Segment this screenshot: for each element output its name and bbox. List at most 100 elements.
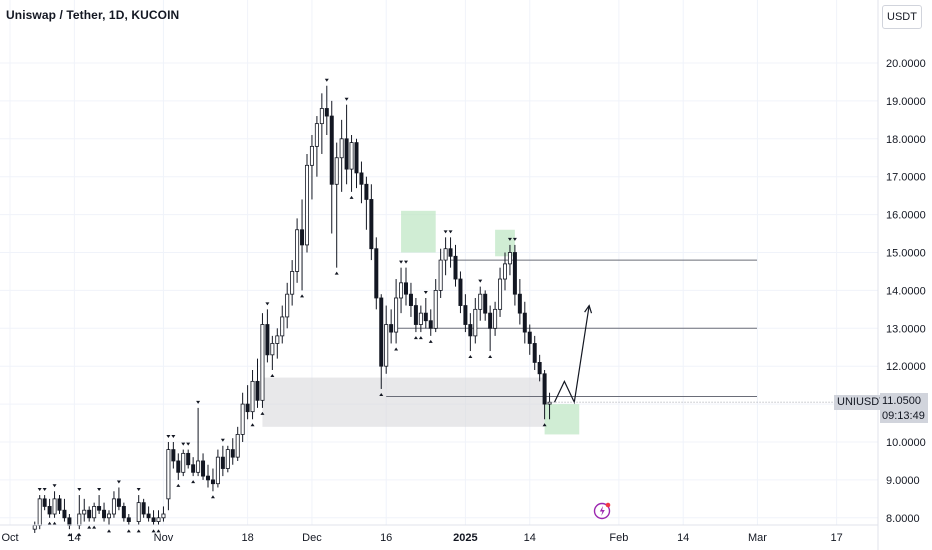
- high-marker: [181, 442, 186, 446]
- candle-down: [205, 475, 210, 481]
- candle-down: [57, 498, 62, 511]
- high-marker: [196, 400, 201, 404]
- candle-down: [141, 502, 146, 515]
- candle-up: [275, 335, 280, 344]
- high-marker: [136, 488, 141, 492]
- candle-up: [304, 164, 309, 246]
- low-marker: [488, 355, 493, 359]
- candle-up: [166, 449, 171, 500]
- low-marker: [394, 347, 399, 351]
- candle-down: [483, 293, 488, 314]
- candle-down: [403, 282, 408, 295]
- high-marker: [77, 488, 82, 492]
- time-tick-label: Oct: [1, 532, 18, 544]
- high-marker: [265, 302, 270, 306]
- candle-down: [527, 331, 532, 344]
- time-tick-label: Mar: [748, 532, 767, 544]
- high-marker: [42, 488, 47, 492]
- candle-up: [478, 293, 483, 310]
- low-marker: [136, 529, 141, 533]
- symbol-tag: UNIUSDT: [834, 395, 889, 410]
- high-marker: [344, 97, 349, 101]
- lightning-bolt-icon[interactable]: [593, 500, 613, 520]
- price-tick-label: 14.0000: [886, 285, 926, 297]
- candle-down: [329, 115, 334, 185]
- candle-down: [354, 142, 359, 174]
- time-axis[interactable]: Oct 14 Nov 18 Dec 16 2025 14 Feb 14 Mar 17: [1, 532, 842, 544]
- high-marker: [423, 290, 428, 294]
- price-tick-label: 17.0000: [886, 172, 926, 184]
- candle-up: [507, 252, 512, 265]
- candle-up: [37, 498, 42, 526]
- projection-arrow: [549, 304, 878, 405]
- high-marker: [166, 435, 171, 438]
- candle-down: [265, 324, 270, 356]
- time-tick-label: 14: [524, 532, 536, 544]
- candle-up: [295, 229, 300, 272]
- candle-up: [443, 248, 448, 261]
- candle-up: [285, 293, 290, 318]
- candle-up: [502, 263, 507, 280]
- candle-up: [334, 157, 339, 185]
- time-tick-label: 16: [380, 532, 392, 544]
- high-marker: [507, 237, 512, 241]
- candle-up: [111, 498, 116, 515]
- high-marker: [404, 260, 408, 264]
- candle-down: [176, 460, 181, 473]
- candle-down: [364, 183, 369, 200]
- low-marker: [156, 529, 161, 533]
- candle-down: [186, 452, 191, 466]
- low-marker: [300, 294, 305, 298]
- candle-up: [181, 452, 186, 473]
- chart-title: Uniswap / Tether, 1D, KUCOIN: [6, 8, 180, 22]
- high-marker: [37, 488, 42, 492]
- candle-down: [522, 312, 527, 333]
- time-tick-label: 2025: [453, 532, 477, 544]
- candle-down: [121, 506, 126, 519]
- candle-down: [542, 373, 547, 405]
- low-marker: [250, 423, 255, 427]
- candle-up: [418, 312, 423, 325]
- currency-button[interactable]: USDT: [882, 5, 922, 29]
- candle-down: [468, 324, 473, 337]
- low-marker: [107, 529, 111, 533]
- candle-up: [433, 289, 438, 329]
- candle-down: [448, 248, 453, 257]
- low-marker: [468, 355, 473, 359]
- last-price-value: 11.0500: [882, 395, 921, 407]
- candle-down: [408, 293, 413, 306]
- high-marker: [443, 230, 448, 234]
- grid-lines: [0, 0, 878, 525]
- candle-down: [300, 229, 305, 246]
- low-marker: [87, 525, 92, 529]
- hilo-markers: [37, 78, 547, 537]
- price-axis[interactable]: 20.0000 19.0000 18.0000 17.0000 16.0000 15.00…: [886, 58, 926, 525]
- high-marker: [448, 230, 453, 234]
- candle-down: [220, 456, 225, 469]
- time-tick-label: 18: [241, 532, 253, 544]
- candle-down: [67, 517, 72, 526]
- low-marker: [349, 195, 354, 199]
- time-tick-label: 14: [677, 532, 689, 544]
- candle-down: [210, 479, 215, 485]
- candle-up: [107, 513, 112, 519]
- low-marker: [92, 525, 97, 529]
- low-marker: [379, 392, 384, 396]
- candle-up: [394, 297, 399, 333]
- candle-down: [428, 320, 433, 329]
- candle-up: [314, 123, 319, 147]
- price-tick-label: 12.0000: [886, 361, 926, 373]
- price-tick-label: 18.0000: [886, 134, 926, 146]
- candle-up: [498, 278, 503, 310]
- high-marker: [324, 78, 329, 82]
- price-tick-label: 19.0000: [886, 96, 926, 108]
- candle-down: [453, 255, 458, 280]
- candle-up: [215, 456, 220, 485]
- candle-up: [349, 142, 354, 170]
- candle-up: [319, 108, 324, 125]
- candle-up: [92, 506, 97, 519]
- candlesticks: [32, 85, 552, 533]
- candle-down: [255, 380, 260, 401]
- time-tick-label: 17: [831, 532, 843, 544]
